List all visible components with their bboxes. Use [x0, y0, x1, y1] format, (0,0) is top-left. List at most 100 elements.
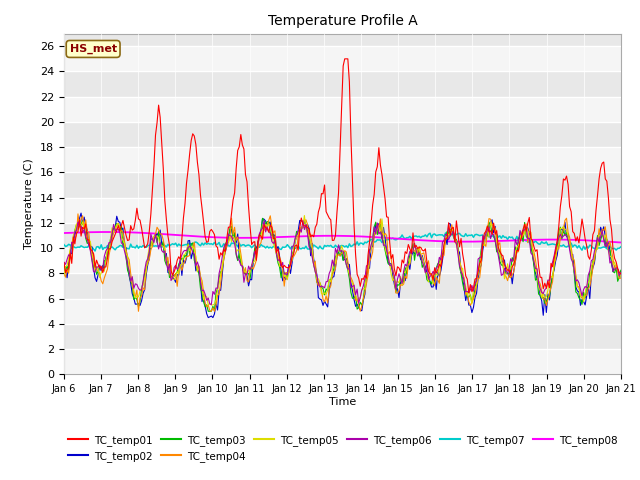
TC_temp03 — [60, 262, 68, 268]
Bar — [64, 72, 621, 96]
Bar — [64, 172, 621, 198]
Line: TC_temp03: TC_temp03 — [64, 218, 621, 312]
TC_temp02 — [60, 267, 68, 273]
TC_temp02 — [229, 235, 237, 240]
TC_temp04 — [617, 276, 625, 281]
Bar — [64, 122, 621, 147]
TC_temp05 — [60, 272, 68, 278]
TC_temp02 — [589, 265, 596, 271]
TC_temp02 — [307, 253, 314, 259]
TC_temp04 — [130, 290, 138, 296]
Bar — [64, 324, 621, 349]
TC_temp02 — [617, 274, 625, 280]
TC_temp04 — [134, 309, 142, 314]
Legend: TC_temp01, TC_temp02, TC_temp03, TC_temp04, TC_temp05, TC_temp06, TC_temp07, TC_: TC_temp01, TC_temp02, TC_temp03, TC_temp… — [63, 431, 621, 466]
TC_temp08 — [104, 229, 111, 235]
TC_temp03 — [307, 248, 314, 254]
TC_temp05 — [617, 274, 625, 279]
TC_temp06 — [207, 302, 215, 308]
TC_temp06 — [255, 231, 263, 237]
TC_temp06 — [129, 274, 136, 279]
Bar — [64, 46, 621, 72]
TC_temp07 — [442, 230, 449, 236]
TC_temp03 — [259, 216, 266, 221]
TC_temp03 — [589, 258, 596, 264]
TC_temp05 — [589, 260, 596, 266]
TC_temp08 — [228, 235, 236, 240]
TC_temp01 — [254, 239, 262, 244]
Line: TC_temp05: TC_temp05 — [64, 216, 621, 305]
TC_temp01 — [60, 260, 68, 265]
TC_temp03 — [255, 235, 263, 240]
TC_temp01 — [129, 227, 136, 233]
Bar — [64, 223, 621, 248]
TC_temp04 — [74, 211, 82, 217]
TC_temp05 — [255, 234, 263, 240]
TC_temp03 — [204, 309, 212, 314]
TC_temp05 — [129, 275, 136, 280]
TC_temp07 — [589, 245, 596, 251]
TC_temp07 — [60, 242, 68, 248]
TC_temp01 — [244, 204, 252, 210]
TC_temp04 — [589, 265, 596, 271]
TC_temp02 — [248, 277, 255, 283]
TC_temp08 — [130, 229, 138, 235]
TC_temp06 — [246, 267, 254, 273]
TC_temp03 — [246, 276, 254, 281]
Bar — [64, 274, 621, 299]
TC_temp08 — [588, 238, 595, 243]
TC_temp03 — [129, 282, 136, 288]
TC_temp04 — [257, 240, 265, 246]
TC_temp02 — [204, 315, 212, 321]
TC_temp07 — [130, 244, 138, 250]
Bar — [64, 96, 621, 122]
TC_temp07 — [305, 246, 313, 252]
TC_temp05 — [207, 302, 215, 308]
TC_temp08 — [60, 230, 68, 236]
TC_temp07 — [91, 248, 99, 254]
Line: TC_temp02: TC_temp02 — [64, 213, 621, 318]
TC_temp03 — [228, 223, 236, 229]
TC_temp06 — [228, 233, 236, 239]
Line: TC_temp08: TC_temp08 — [64, 232, 621, 242]
TC_temp08 — [255, 235, 263, 240]
Bar — [64, 198, 621, 223]
TC_temp08 — [305, 233, 313, 239]
TC_temp04 — [229, 232, 237, 238]
Bar — [64, 349, 621, 374]
TC_temp06 — [260, 218, 268, 224]
TC_temp06 — [617, 270, 625, 276]
Line: TC_temp01: TC_temp01 — [64, 59, 621, 293]
TC_temp03 — [617, 267, 625, 273]
TC_temp01 — [617, 271, 625, 277]
TC_temp06 — [307, 247, 314, 253]
TC_temp05 — [301, 213, 308, 218]
TC_temp07 — [228, 240, 236, 246]
Line: TC_temp07: TC_temp07 — [64, 233, 621, 251]
Bar — [64, 21, 621, 46]
TC_temp04 — [60, 271, 68, 276]
TC_temp01 — [465, 290, 473, 296]
Line: TC_temp06: TC_temp06 — [64, 221, 621, 305]
Bar — [64, 299, 621, 324]
Bar — [64, 147, 621, 172]
TC_temp08 — [617, 240, 625, 245]
TC_temp08 — [246, 235, 254, 240]
Title: Temperature Profile A: Temperature Profile A — [268, 14, 417, 28]
TC_temp07 — [255, 244, 263, 250]
TC_temp01 — [341, 56, 349, 62]
TC_temp04 — [307, 231, 314, 237]
TC_temp02 — [257, 229, 265, 235]
Y-axis label: Temperature (C): Temperature (C) — [24, 158, 35, 250]
TC_temp07 — [617, 244, 625, 250]
TC_temp06 — [60, 259, 68, 265]
TC_temp02 — [77, 210, 85, 216]
TC_temp06 — [589, 256, 596, 262]
TC_temp05 — [246, 268, 254, 274]
TC_temp04 — [248, 264, 255, 270]
TC_temp01 — [589, 232, 596, 238]
TC_temp01 — [303, 225, 311, 230]
X-axis label: Time: Time — [329, 397, 356, 407]
Bar — [64, 248, 621, 274]
TC_temp01 — [226, 224, 234, 230]
